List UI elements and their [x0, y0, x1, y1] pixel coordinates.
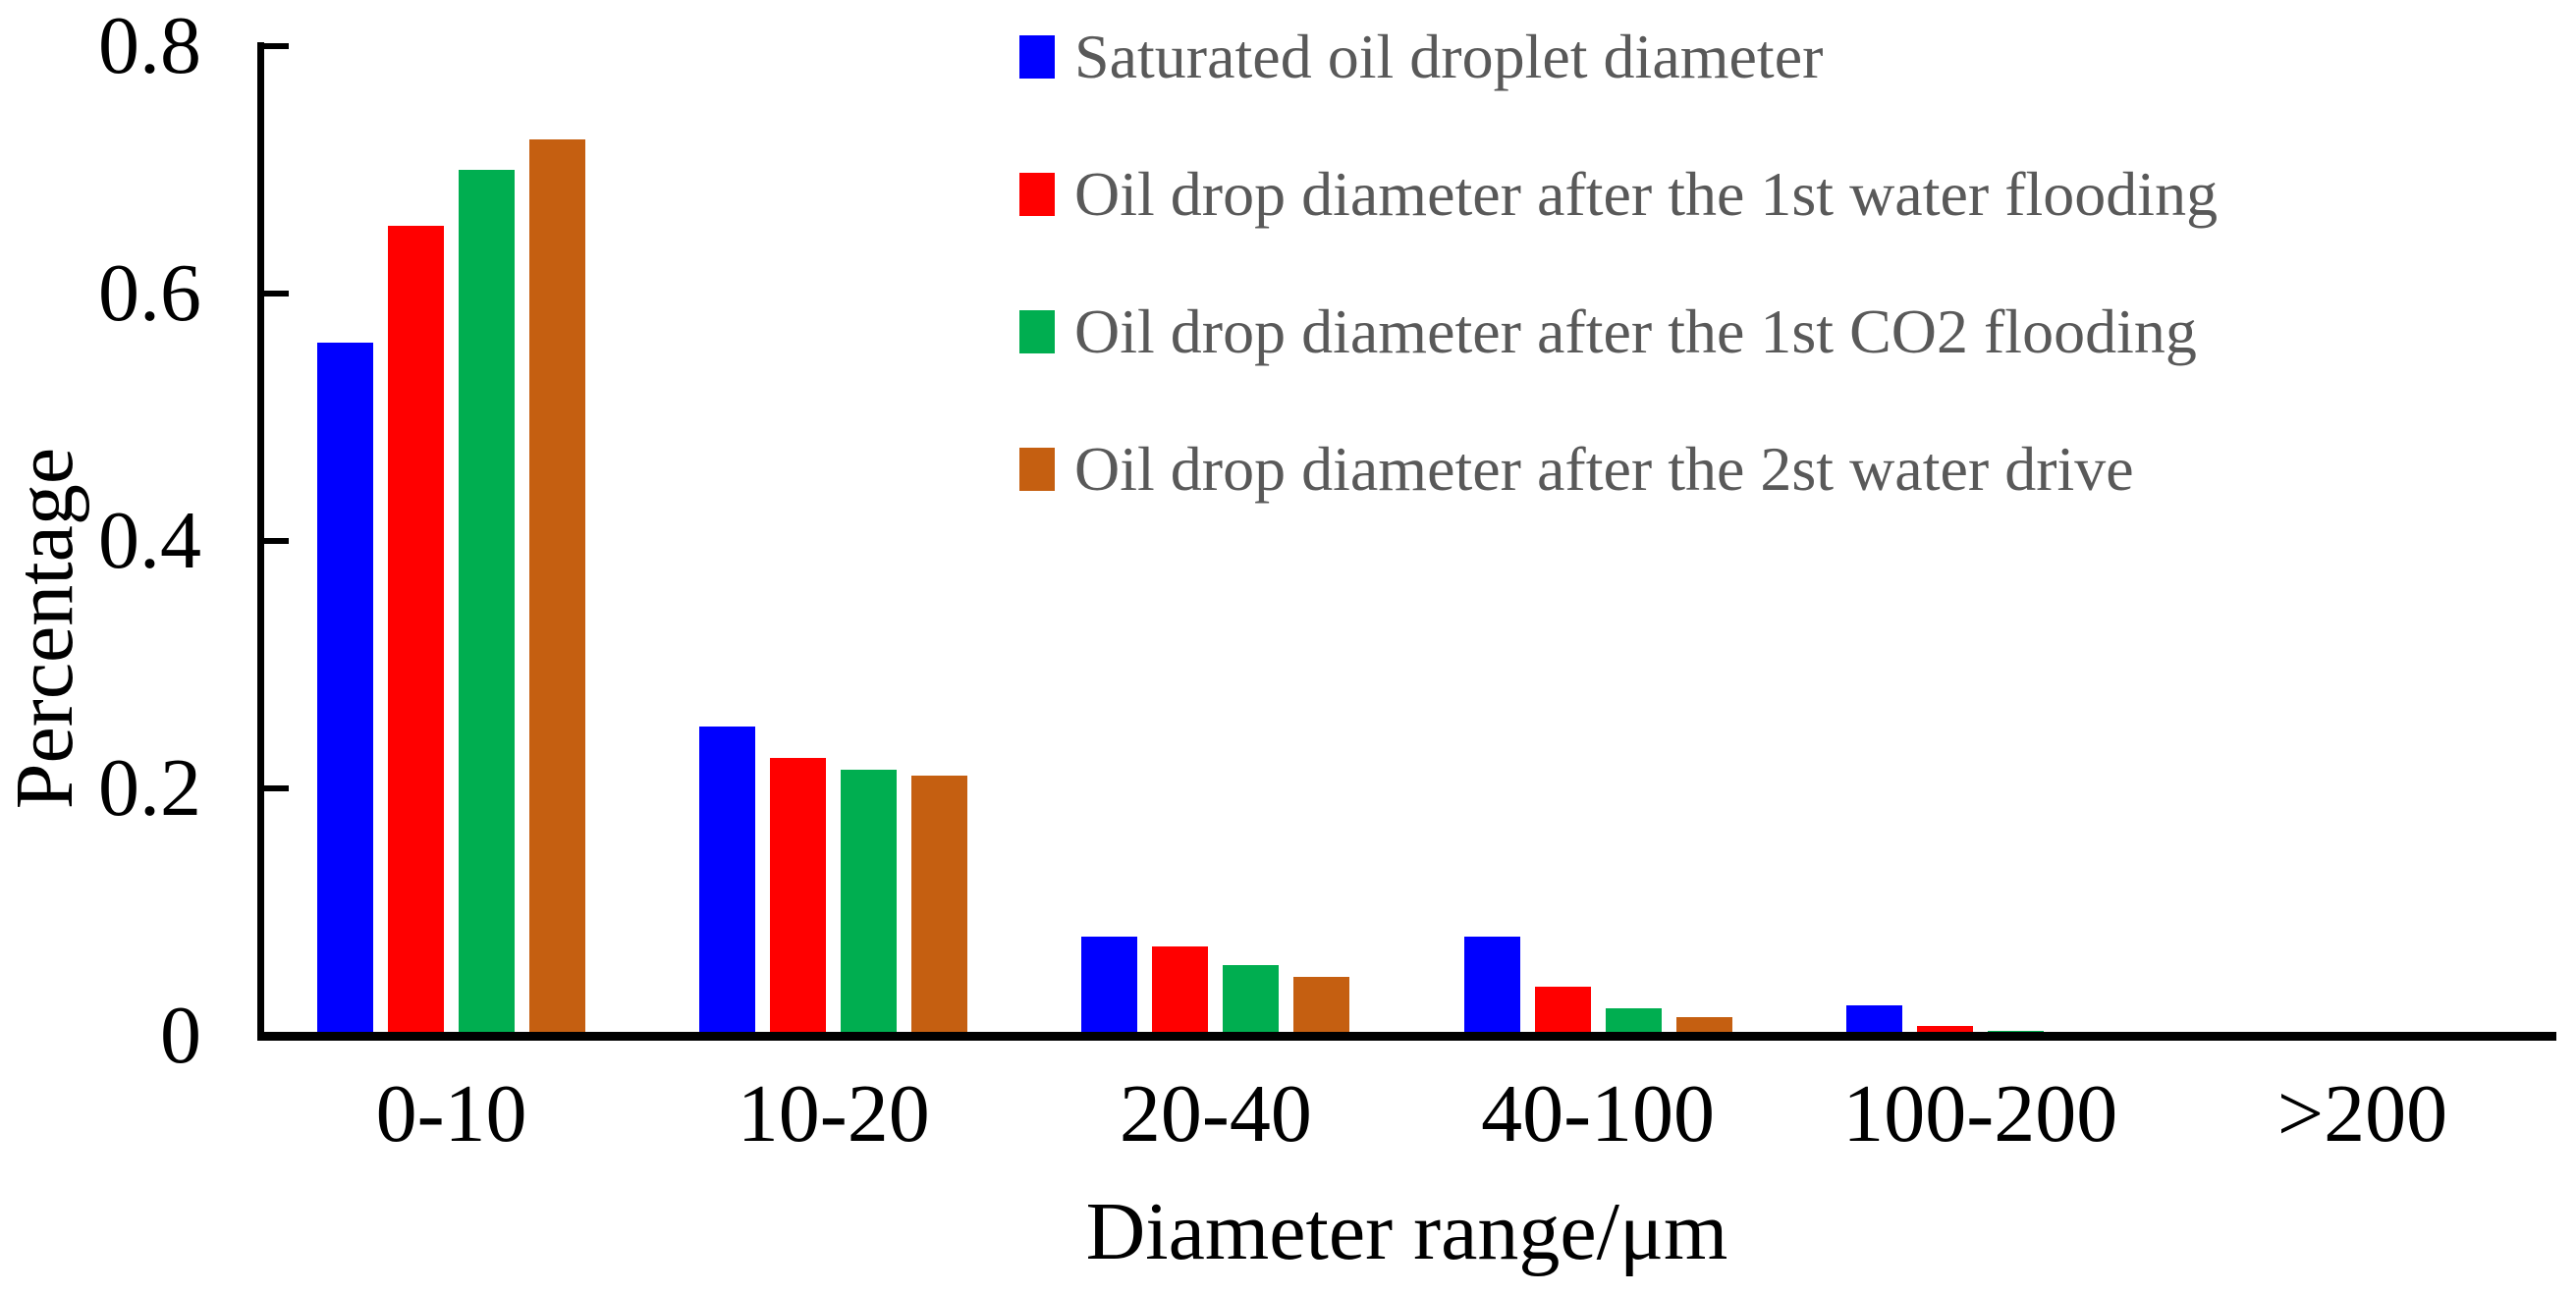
x-axis-title: Diameter range/μm	[1085, 1186, 1728, 1277]
legend-row: Saturated oil droplet diameter	[1019, 20, 2218, 93]
legend-row: Oil drop diameter after the 1st water fl…	[1019, 157, 2218, 231]
legend-row: Oil drop diameter after the 2st water dr…	[1019, 432, 2218, 506]
legend-label: Oil drop diameter after the 1st CO2 floo…	[1074, 297, 2197, 366]
bar	[911, 776, 968, 1036]
legend-label: Oil drop diameter after the 2st water dr…	[1074, 434, 2134, 504]
bar	[1675, 1017, 1732, 1036]
bar-group-10-20	[642, 46, 1024, 1036]
legend-swatch	[1019, 34, 1055, 79]
y-tick-label: 0.8	[98, 0, 201, 91]
x-tick-label: 100-200	[1842, 1068, 2118, 1159]
y-tick-label: 0.6	[98, 247, 201, 339]
y-tick-label: 0.4	[98, 495, 201, 586]
bar	[1605, 1008, 1662, 1036]
plot-area	[260, 46, 2553, 1036]
y-tick	[264, 291, 289, 297]
legend-row: Oil drop diameter after the 1st CO2 floo…	[1019, 295, 2218, 368]
legend: Saturated oil droplet diameter Oil drop d…	[1019, 20, 2218, 569]
bar	[317, 343, 374, 1036]
x-tick-label: 0-10	[375, 1068, 527, 1159]
legend-swatch	[1019, 172, 1055, 216]
legend-label: Saturated oil droplet diameter	[1074, 22, 1824, 91]
bar	[388, 225, 445, 1036]
y-tick	[264, 538, 289, 544]
bar	[1916, 1025, 1973, 1036]
y-tick	[264, 785, 289, 791]
bar-group-0-10	[260, 46, 642, 1036]
bar	[1223, 965, 1280, 1036]
x-tick-label: 40-100	[1481, 1068, 1716, 1159]
bar-group-40-100	[1407, 46, 1789, 1036]
bar	[1081, 937, 1138, 1036]
bar	[1152, 946, 1209, 1036]
bar	[770, 757, 827, 1036]
bar	[1463, 937, 1520, 1036]
legend-swatch	[1019, 309, 1055, 353]
x-tick-label: 20-40	[1119, 1068, 1312, 1159]
bar	[459, 170, 516, 1036]
bar	[841, 770, 898, 1036]
bar	[1534, 986, 1591, 1036]
x-tick-label: 10-20	[737, 1068, 930, 1159]
y-tick-label: 0	[160, 990, 201, 1081]
y-tick-label: 0.2	[98, 742, 201, 834]
legend-swatch	[1019, 447, 1055, 491]
bar	[1293, 976, 1350, 1036]
bar	[699, 727, 756, 1036]
legend-label: Oil drop diameter after the 1st water fl…	[1074, 159, 2219, 229]
x-tick-label: >200	[2276, 1068, 2448, 1159]
bar	[529, 138, 586, 1036]
y-tick	[264, 43, 289, 49]
x-axis-line	[257, 1032, 2556, 1041]
bar	[1845, 1004, 1902, 1036]
y-axis-line	[257, 42, 264, 1040]
bar-group-20-40	[1024, 46, 1406, 1036]
bar-group->200	[2171, 46, 2553, 1036]
